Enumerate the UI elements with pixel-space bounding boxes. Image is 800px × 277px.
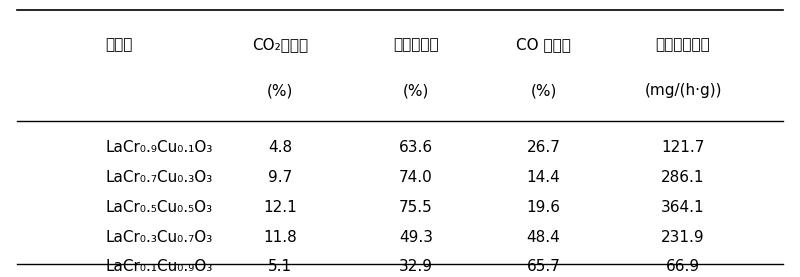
Text: 14.4: 14.4 (526, 170, 560, 185)
Text: 9.7: 9.7 (268, 170, 293, 185)
Text: LaCr₀.₉Cu₀.₁O₃: LaCr₀.₉Cu₀.₁O₃ (105, 140, 213, 155)
Text: 甲醇选择性: 甲醇选择性 (393, 37, 438, 52)
Text: 19.6: 19.6 (526, 200, 561, 215)
Text: CO 选择性: CO 选择性 (516, 37, 571, 52)
Text: 48.4: 48.4 (526, 230, 560, 245)
Text: 49.3: 49.3 (399, 230, 433, 245)
Text: 231.9: 231.9 (662, 230, 705, 245)
Text: 286.1: 286.1 (662, 170, 705, 185)
Text: LaCr₀.₇Cu₀.₃O₃: LaCr₀.₇Cu₀.₃O₃ (105, 170, 212, 185)
Text: 26.7: 26.7 (526, 140, 561, 155)
Text: 364.1: 364.1 (662, 200, 705, 215)
Text: 121.7: 121.7 (662, 140, 705, 155)
Text: 32.9: 32.9 (399, 260, 433, 275)
Text: 75.5: 75.5 (399, 200, 433, 215)
Text: 4.8: 4.8 (268, 140, 293, 155)
Text: 5.1: 5.1 (268, 260, 293, 275)
Text: 66.9: 66.9 (666, 260, 700, 275)
Text: LaCr₀.₅Cu₀.₅O₃: LaCr₀.₅Cu₀.₅O₃ (105, 200, 212, 215)
Text: (%): (%) (402, 83, 429, 98)
Text: CO₂转化率: CO₂转化率 (252, 37, 309, 52)
Text: 甲醇时空产率: 甲醇时空产率 (656, 37, 710, 52)
Text: (%): (%) (530, 83, 557, 98)
Text: 65.7: 65.7 (526, 260, 561, 275)
Text: (mg/(h·g)): (mg/(h·g)) (644, 83, 722, 98)
Text: 催化剂: 催化剂 (105, 37, 133, 52)
Text: LaCr₀.₁Cu₀.₉O₃: LaCr₀.₁Cu₀.₉O₃ (105, 260, 213, 275)
Text: LaCr₀.₃Cu₀.₇O₃: LaCr₀.₃Cu₀.₇O₃ (105, 230, 212, 245)
Text: 12.1: 12.1 (263, 200, 298, 215)
Text: (%): (%) (267, 83, 294, 98)
Text: 63.6: 63.6 (399, 140, 433, 155)
Text: 11.8: 11.8 (263, 230, 298, 245)
Text: 74.0: 74.0 (399, 170, 433, 185)
